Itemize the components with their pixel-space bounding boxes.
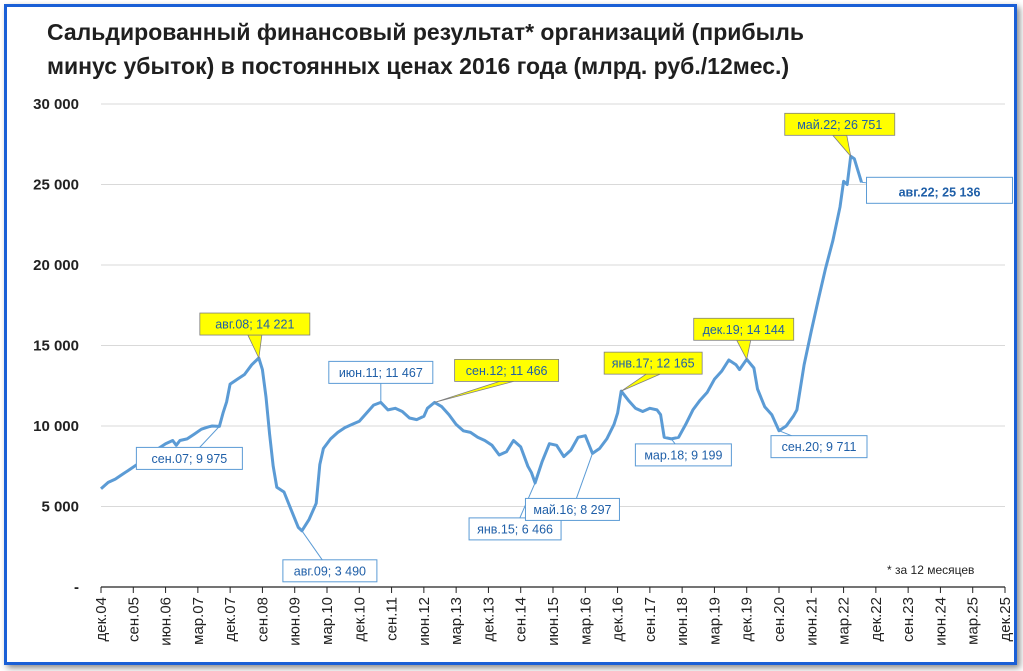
y-tick-label: 15 000 xyxy=(33,338,79,355)
annotation-callout: май.22; 26 751 xyxy=(784,112,896,158)
annotation-callout: сен.12; 11 466 xyxy=(434,358,560,403)
callout-box xyxy=(282,559,378,583)
data-label: сен.12; 11 466 xyxy=(466,364,548,378)
callout-pointer xyxy=(434,380,514,403)
annotation-callout: июн.11; 11 467 xyxy=(328,360,434,403)
chart-frame: Сальдированный финансовый результат* орг… xyxy=(4,4,1017,665)
y-tick-label: 25 000 xyxy=(33,177,79,194)
y-tick-label: 30 000 xyxy=(33,96,79,113)
data-label: сен.20; 9 711 xyxy=(782,440,857,454)
y-tick-label: 5 000 xyxy=(41,499,79,516)
callout-pointer xyxy=(831,134,852,158)
annotation-callout: сен.07; 9 975 xyxy=(135,426,243,470)
annotation-callout: авг.22; 25 136 xyxy=(861,176,1014,204)
y-tick-labels: - 5 000 10 000 15 000 20 000 25 000 30 000 xyxy=(33,96,79,596)
line-chart: - 5 000 10 000 15 000 20 000 25 000 30 000 дек… xyxy=(33,96,1014,646)
x-tick-label: мар.22 xyxy=(836,597,853,645)
y-tick-label: 10 000 xyxy=(33,418,79,435)
callout-pointer xyxy=(736,339,752,361)
annotations: сен.07; 9 975 авг.08; 14 221 авг.09; 3 490… xyxy=(135,112,1014,583)
x-tick-label: сен.11 xyxy=(384,597,401,641)
footnote: * за 12 месяцев xyxy=(887,563,975,577)
annotation-callout: янв.15; 6 466 xyxy=(468,482,562,541)
x-tick-label: мар.07 xyxy=(190,597,207,645)
x-tick-label: сен.23 xyxy=(900,597,917,642)
callout-box xyxy=(135,446,243,470)
x-tick-label: мар.10 xyxy=(319,597,336,645)
data-label: дек.19; 14 144 xyxy=(703,323,785,337)
data-label: июн.11; 11 467 xyxy=(339,366,423,380)
data-label: янв.15; 6 466 xyxy=(477,522,553,536)
x-tick-label: дек.25 xyxy=(997,597,1014,642)
data-label: авг.22; 25 136 xyxy=(899,185,981,199)
callout-box xyxy=(770,435,868,459)
x-tick-label: дек.22 xyxy=(868,597,885,642)
x-tick-label: июн.09 xyxy=(287,597,304,646)
callout-box xyxy=(634,443,732,467)
y-tick-label: 20 000 xyxy=(33,257,79,274)
series-lines xyxy=(100,154,863,533)
callout-box xyxy=(784,112,896,136)
x-tick-label: сен.08 xyxy=(254,597,271,642)
x-tick-label: дек.10 xyxy=(351,597,368,642)
x-tick-label: дек.04 xyxy=(93,597,110,642)
callout-box xyxy=(328,360,434,384)
x-tick-label: сен.05 xyxy=(125,597,142,642)
annotation-callout: май.16; 8 297 xyxy=(524,453,620,521)
series-line xyxy=(100,154,863,533)
x-tick-label: дек.16 xyxy=(610,597,627,642)
data-label: сен.07; 9 975 xyxy=(152,452,228,466)
x-tick-label: июн.15 xyxy=(545,597,562,646)
x-tick-label: сен.17 xyxy=(642,597,659,642)
x-tick-label: сен.14 xyxy=(513,597,530,642)
x-tick-label: дек.13 xyxy=(480,597,497,642)
x-tick-label: июн.24 xyxy=(932,597,949,646)
annotation-callout: сен.20; 9 711 xyxy=(770,430,868,459)
callout-box xyxy=(866,176,1014,204)
callout-pointer xyxy=(247,334,263,360)
annotation-callout: авг.09; 3 490 xyxy=(282,530,378,583)
data-label: май.16; 8 297 xyxy=(533,503,611,517)
data-label: авг.09; 3 490 xyxy=(294,564,366,578)
x-tick-label: мар.16 xyxy=(577,597,594,645)
data-label: май.22; 26 751 xyxy=(797,118,882,132)
y-tick-label: - xyxy=(74,579,79,596)
data-label: янв.17; 12 165 xyxy=(612,357,695,371)
data-label: авг.08; 14 221 xyxy=(215,318,294,332)
x-tick-label: июн.12 xyxy=(416,597,433,646)
x-tick-label: мар.19 xyxy=(706,597,723,645)
annotation-callout: янв.17; 12 165 xyxy=(603,351,703,392)
x-tick-label: дек.07 xyxy=(222,597,239,642)
annotation-callout: мар.18; 9 199 xyxy=(634,438,732,467)
x-tick-label: дек.19 xyxy=(739,597,756,642)
callout-pointer xyxy=(620,373,661,392)
data-label: мар.18; 9 199 xyxy=(644,448,722,462)
x-tick-label: сен.20 xyxy=(771,597,788,642)
callout-box xyxy=(524,497,620,521)
callout-box xyxy=(693,317,795,341)
x-tick-label: мар.13 xyxy=(448,597,465,645)
callout-box xyxy=(199,312,311,336)
x-axis: дек.04 сен.05 июн.06 мар.07 дек.07 сен.08 июн.… xyxy=(93,586,1014,646)
x-tick-label: июн.06 xyxy=(158,597,175,646)
x-tick-label: июн.18 xyxy=(674,597,691,646)
callout-box xyxy=(468,517,562,541)
chart-title: Сальдированный финансовый результат* орг… xyxy=(47,19,804,79)
y-gridlines xyxy=(101,103,1005,507)
callout-box xyxy=(454,358,560,382)
x-tick-label: мар.25 xyxy=(965,597,982,645)
x-tick-label: июн.21 xyxy=(803,597,820,646)
annotation-callout: дек.19; 14 144 xyxy=(693,317,795,361)
callout-box xyxy=(603,351,703,375)
annotation-callout: авг.08; 14 221 xyxy=(199,312,311,360)
